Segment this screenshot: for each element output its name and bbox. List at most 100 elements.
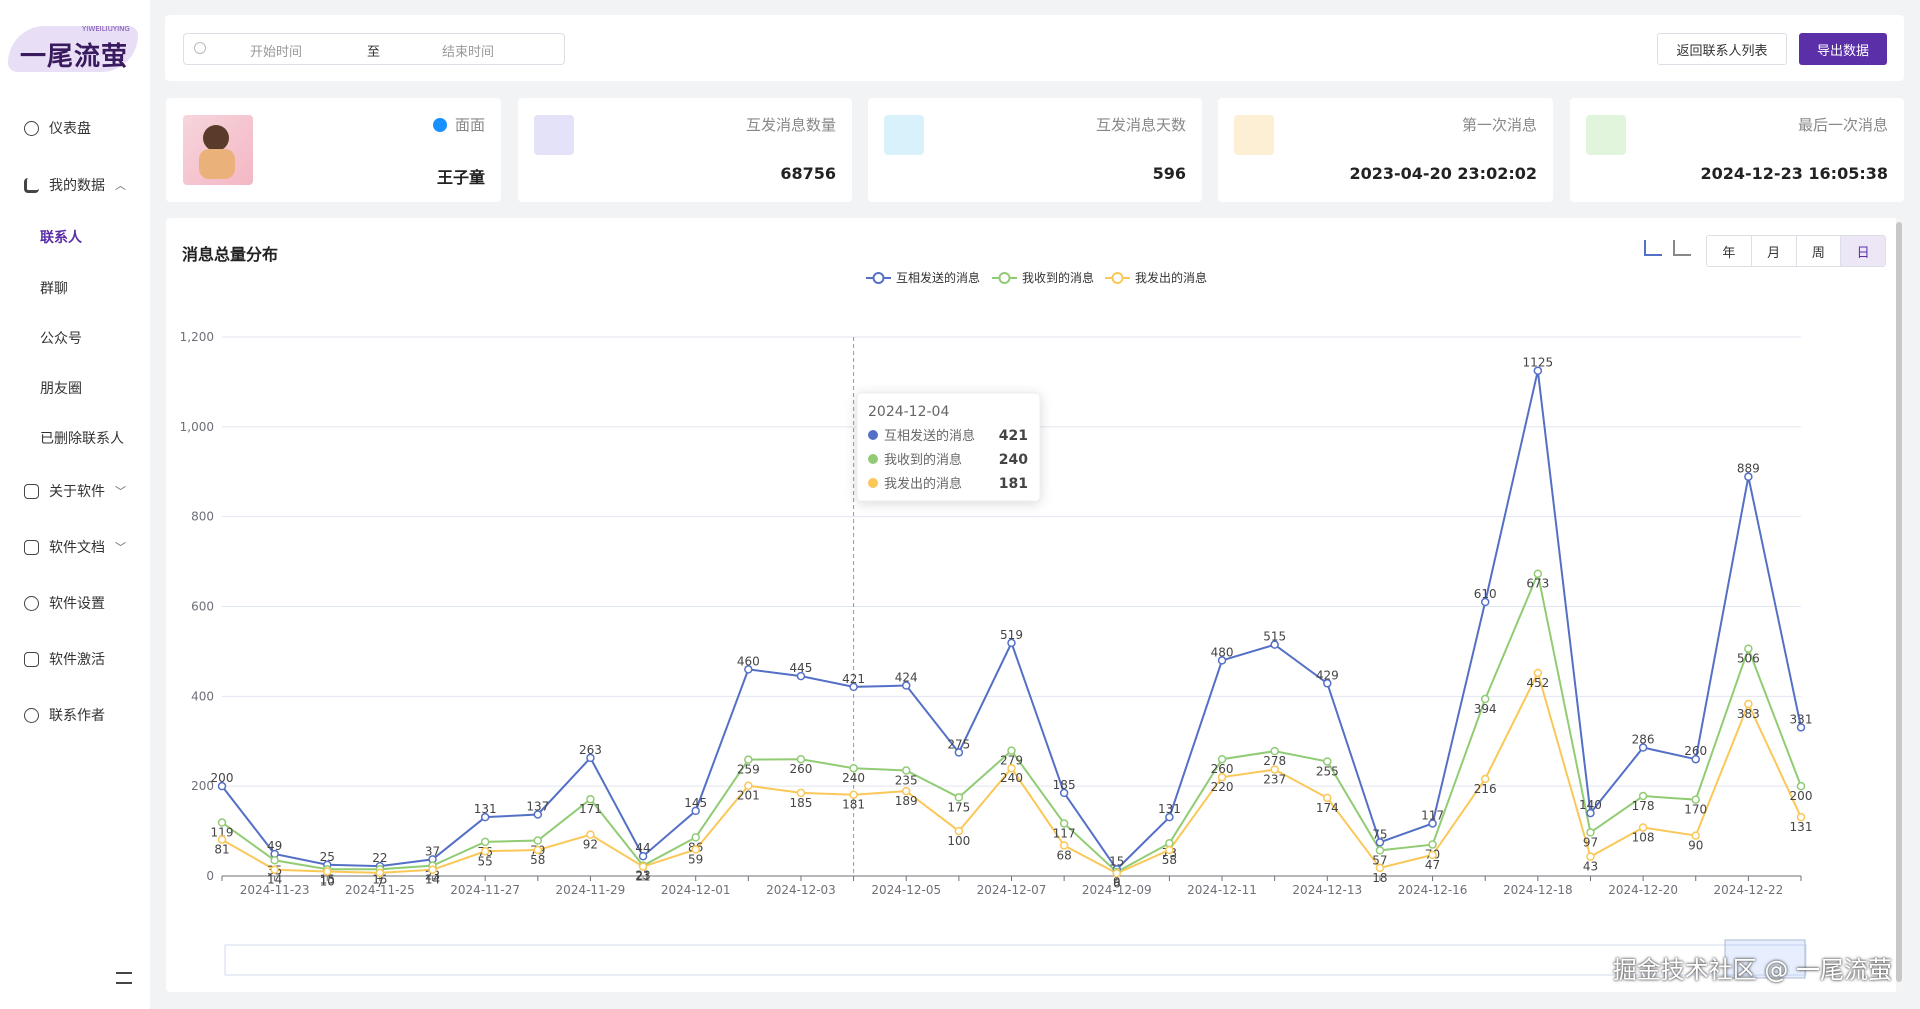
data-label: 240 xyxy=(1000,771,1023,785)
data-label: 81 xyxy=(214,843,229,857)
data-label: 259 xyxy=(737,763,760,777)
y-tick-label: 800 xyxy=(191,510,214,524)
legend-label: 互相发送的消息 xyxy=(896,270,980,285)
data-label: 7 xyxy=(376,876,384,890)
tooltip-label: 我收到的消息 xyxy=(884,452,962,468)
x-tick-label: 2024-12-16 xyxy=(1398,883,1468,897)
data-label: 131 xyxy=(474,802,497,816)
data-label: 460 xyxy=(737,654,760,668)
data-label: 22 xyxy=(372,851,387,865)
y-tick-label: 1,200 xyxy=(180,330,214,344)
data-label: 331 xyxy=(1790,712,1813,726)
data-label: 49 xyxy=(267,839,282,853)
data-label: 394 xyxy=(1474,702,1497,716)
data-label: 421 xyxy=(842,672,865,686)
tooltip-value: 240 xyxy=(999,452,1028,468)
data-label: 174 xyxy=(1316,801,1339,815)
x-tick-label: 2024-12-11 xyxy=(1187,883,1257,897)
tooltip-marker xyxy=(868,430,878,440)
tooltip-value: 421 xyxy=(999,428,1028,444)
legend-item[interactable]: 互相发送的消息 xyxy=(866,270,980,285)
data-label: 452 xyxy=(1526,676,1549,690)
data-label: 25 xyxy=(320,850,335,864)
tooltip-label: 互相发送的消息 xyxy=(884,428,975,444)
x-tick-label: 2024-11-27 xyxy=(450,883,520,897)
legend-label: 我发出的消息 xyxy=(1135,270,1207,285)
data-label: 44 xyxy=(635,841,650,855)
data-label: 429 xyxy=(1316,668,1339,682)
x-tick-label: 2024-12-18 xyxy=(1503,883,1573,897)
data-label: 201 xyxy=(737,789,760,803)
data-label: 240 xyxy=(842,771,865,785)
data-label: 90 xyxy=(1688,839,1703,853)
data-label: 263 xyxy=(579,743,602,757)
y-tick-label: 1,000 xyxy=(180,420,214,434)
data-label: 237 xyxy=(1263,773,1286,787)
data-label: 58 xyxy=(530,853,545,867)
data-label: 100 xyxy=(947,834,970,848)
data-label: 170 xyxy=(1684,803,1707,817)
data-label: 260 xyxy=(790,762,813,776)
data-label: 43 xyxy=(1583,860,1598,874)
data-label: 37 xyxy=(425,844,440,858)
data-label: 185 xyxy=(1053,778,1076,792)
legend-item[interactable]: 我收到的消息 xyxy=(992,270,1094,285)
data-label: 506 xyxy=(1737,652,1760,666)
data-label: 55 xyxy=(478,854,493,868)
legend-label: 我收到的消息 xyxy=(1022,270,1094,285)
data-label: 137 xyxy=(526,799,549,813)
x-tick-label: 2024-12-07 xyxy=(977,883,1047,897)
data-label: 480 xyxy=(1211,645,1234,659)
data-label: 1125 xyxy=(1523,356,1554,370)
data-label: 18 xyxy=(1372,871,1387,885)
data-label: 75 xyxy=(1372,827,1387,841)
x-tick-label: 2024-12-05 xyxy=(871,883,941,897)
data-label: 383 xyxy=(1737,707,1760,721)
data-zoom[interactable] xyxy=(225,945,1806,975)
tooltip-value: 181 xyxy=(999,476,1028,492)
data-label: 216 xyxy=(1474,782,1497,796)
data-label: 445 xyxy=(790,661,813,675)
x-tick-label: 2024-12-20 xyxy=(1608,883,1678,897)
y-tick-label: 0 xyxy=(206,869,214,883)
data-label: 171 xyxy=(579,802,602,816)
tooltip: 2024-12-04互相发送的消息421我收到的消息240我发出的消息181 xyxy=(857,393,1040,501)
legend-marker xyxy=(874,273,884,283)
data-label: 140 xyxy=(1579,798,1602,812)
data-label: 519 xyxy=(1000,628,1023,642)
legend-item[interactable]: 我发出的消息 xyxy=(1105,270,1207,285)
legend-marker xyxy=(1113,273,1123,283)
data-label: 255 xyxy=(1316,764,1339,778)
data-label: 889 xyxy=(1737,462,1760,476)
tooltip-marker xyxy=(868,478,878,488)
data-label: 286 xyxy=(1632,733,1655,747)
data-label: 92 xyxy=(583,838,598,852)
data-label: 6 xyxy=(1113,876,1121,890)
data-label: 145 xyxy=(684,796,707,810)
data-label: 117 xyxy=(1421,808,1444,822)
data-label: 220 xyxy=(1211,780,1234,794)
data-label: 131 xyxy=(1790,820,1813,834)
data-label: 178 xyxy=(1632,799,1655,813)
data-label: 200 xyxy=(211,771,234,785)
data-label: 21 xyxy=(635,870,650,884)
data-label: 181 xyxy=(842,798,865,812)
data-label: 14 xyxy=(267,873,282,887)
data-label: 58 xyxy=(1162,853,1177,867)
data-label: 175 xyxy=(947,800,970,814)
data-label: 15 xyxy=(1109,854,1124,868)
watermark: 掘金技术社区 @ 一尾流萤 xyxy=(1613,950,1892,985)
tooltip-label: 我发出的消息 xyxy=(884,476,962,492)
y-tick-label: 600 xyxy=(191,600,214,614)
data-label: 515 xyxy=(1263,630,1286,644)
data-label: 10 xyxy=(320,875,335,889)
legend-marker xyxy=(1000,273,1010,283)
data-label: 14 xyxy=(425,873,440,887)
y-tick-label: 400 xyxy=(191,689,214,703)
data-label: 673 xyxy=(1526,577,1549,591)
data-label: 424 xyxy=(895,671,918,685)
data-label: 131 xyxy=(1158,802,1181,816)
data-label: 59 xyxy=(688,852,703,866)
data-label: 117 xyxy=(1053,826,1076,840)
